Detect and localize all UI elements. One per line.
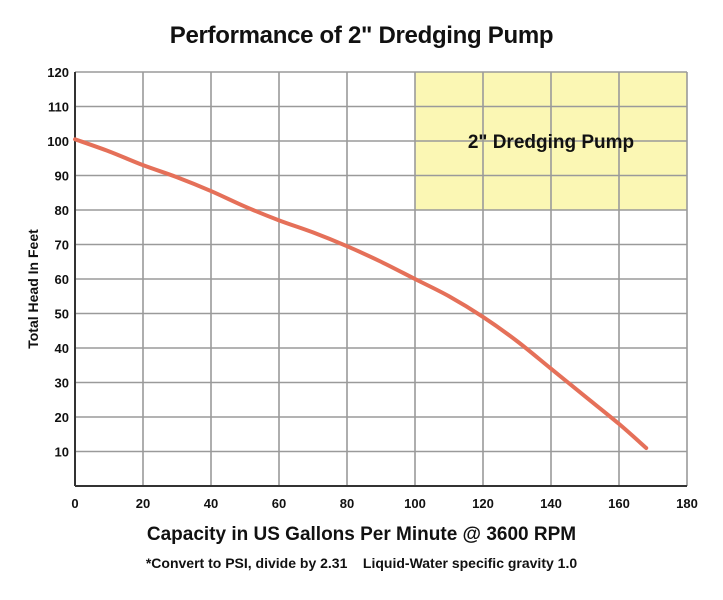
x-tick-label: 160 (608, 496, 630, 511)
chart-plot: 2" Dredging Pump 0 20 40 60 80 100 120 140 160 18… (25, 65, 698, 511)
y-tick-label: 20 (55, 410, 69, 425)
x-tick-label: 60 (272, 496, 286, 511)
y-axis-label: Total Head In Feet (25, 229, 41, 349)
y-tick-label: 80 (55, 203, 69, 218)
x-tick-label: 40 (204, 496, 218, 511)
y-tick-label: 40 (55, 341, 69, 356)
grid-lines (74, 71, 688, 487)
y-tick-label: 60 (55, 272, 69, 287)
y-tick-label: 120 (47, 65, 69, 80)
x-tick-label: 180 (676, 496, 698, 511)
x-tick-labels: 0 20 40 60 80 100 120 140 160 180 (71, 496, 697, 511)
y-tick-label: 10 (55, 445, 69, 460)
conversion-note: *Convert to PSI, divide by 2.31 Liquid-W… (145, 555, 578, 571)
series-line-head-curve (73, 137, 649, 451)
y-tick-labels: 10 20 30 40 50 60 70 80 90 100 110 120 (47, 65, 69, 460)
y-tick-label: 110 (48, 100, 69, 115)
x-tick-label: 120 (472, 496, 494, 511)
x-tick-label: 140 (540, 496, 562, 511)
x-tick-label: 0 (71, 496, 78, 511)
annotation-box-label: 2" Dredging Pump (468, 132, 634, 153)
x-tick-label: 80 (340, 496, 354, 511)
x-axis-label: Capacity in US Gallons Per Minute @ 3600… (146, 524, 577, 545)
y-tick-label: 90 (55, 169, 69, 184)
chart-title: Performance of 2" Dredging Pump (169, 22, 554, 49)
y-tick-label: 100 (47, 134, 69, 149)
y-tick-label: 70 (55, 238, 69, 253)
x-tick-label: 20 (136, 496, 150, 511)
y-tick-label: 50 (55, 307, 69, 322)
x-tick-label: 100 (404, 496, 426, 511)
y-tick-label: 30 (55, 376, 69, 391)
